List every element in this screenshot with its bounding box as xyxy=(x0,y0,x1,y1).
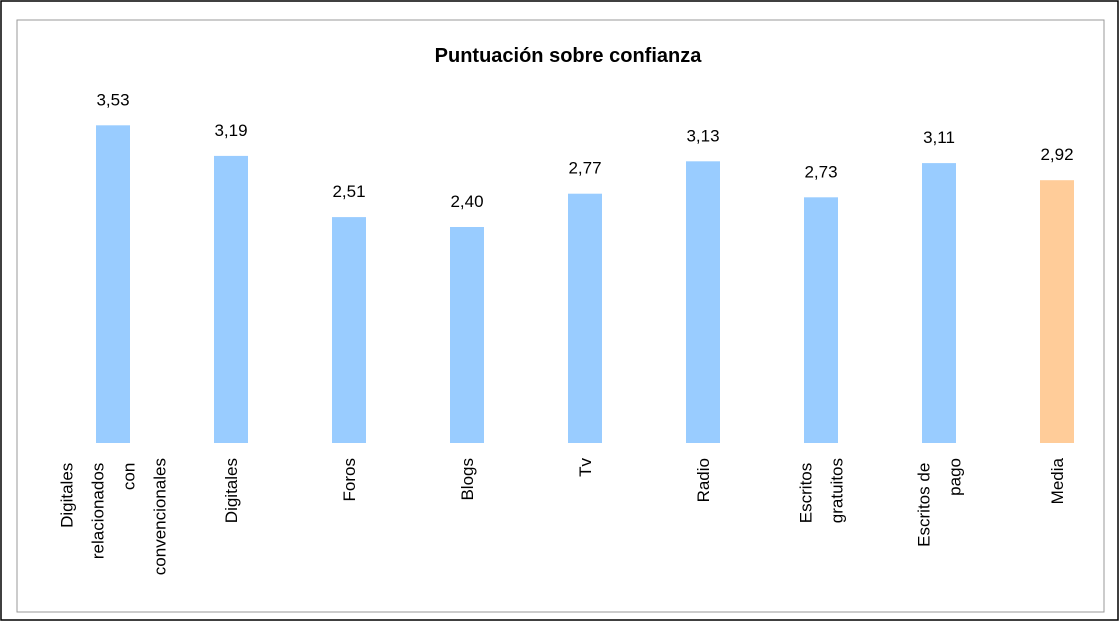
bar xyxy=(96,125,130,444)
x-tick-label: Foros xyxy=(340,458,359,501)
value-label: 2,73 xyxy=(804,162,837,181)
x-tick-label: Radio xyxy=(694,458,713,502)
bar xyxy=(922,163,956,443)
x-tick-label: Blogs xyxy=(458,458,477,501)
value-label: 2,77 xyxy=(568,159,601,178)
bar xyxy=(450,227,484,443)
bar xyxy=(804,197,838,443)
value-label: 3,13 xyxy=(686,126,719,145)
bar xyxy=(568,193,602,443)
value-label: 3,19 xyxy=(214,121,247,140)
value-label: 2,92 xyxy=(1040,145,1073,164)
chart-title: Puntuación sobre confianza xyxy=(435,45,703,67)
bar xyxy=(1040,180,1074,443)
x-tick-label: Digitales relacionados con convencionale… xyxy=(58,458,170,575)
bar xyxy=(686,161,720,444)
chart-area xyxy=(16,19,1105,613)
bar xyxy=(332,217,366,443)
x-tick-label: Media xyxy=(1048,457,1067,504)
x-tick-label: Escritos gratuitos xyxy=(797,458,847,523)
value-label: 3,11 xyxy=(923,128,955,147)
value-label: 2,51 xyxy=(332,182,365,201)
x-tick-label: Escritos de pago xyxy=(915,458,965,547)
x-tick-label: Tv xyxy=(576,458,595,477)
bar xyxy=(214,155,248,443)
value-label: 3,53 xyxy=(96,90,129,109)
value-label: 2,40 xyxy=(450,192,483,211)
x-tick-label: Digitales xyxy=(222,458,241,523)
